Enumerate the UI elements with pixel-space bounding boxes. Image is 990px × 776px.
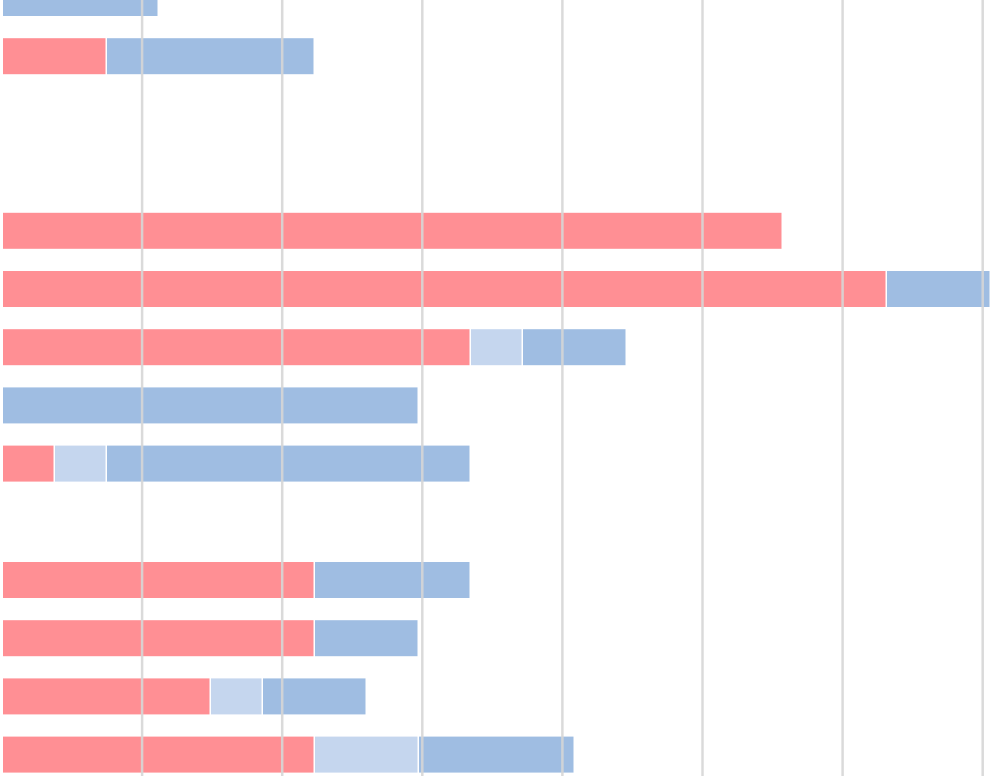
bar-row-14-series-3: [419, 736, 574, 773]
bar-row-5-series-1: [3, 212, 782, 249]
bar-row-11-series-3: [315, 562, 470, 598]
bar-row-6-series-3: [887, 271, 990, 307]
bar-row-9-series-1: [3, 445, 54, 482]
bar-row-2-series-1: [3, 38, 106, 75]
bar-row-7-series-3: [523, 329, 626, 366]
bar-row-12-series-3: [315, 620, 418, 657]
bar-row-9-series-3: [107, 445, 470, 482]
bar-row-8-series-3: [3, 387, 418, 424]
bar-row-1-series-3: [3, 0, 158, 16]
bar-row-12-series-1: [3, 620, 314, 657]
bar-row-14-series-2: [315, 736, 418, 773]
bar-row-7-series-2: [471, 329, 522, 366]
gridlines: [140, 0, 984, 776]
bar-row-7-series-1: [3, 329, 470, 366]
bar-row-14-series-1: [3, 736, 314, 773]
bar-row-9-series-2: [55, 445, 106, 482]
bar-row-13-series-1: [3, 678, 210, 715]
bar-row-6-series-1: [3, 271, 886, 307]
bar-row-13-series-3: [263, 678, 366, 715]
bar-row-13-series-2: [211, 678, 262, 715]
bar-row-11-series-1: [3, 562, 314, 598]
